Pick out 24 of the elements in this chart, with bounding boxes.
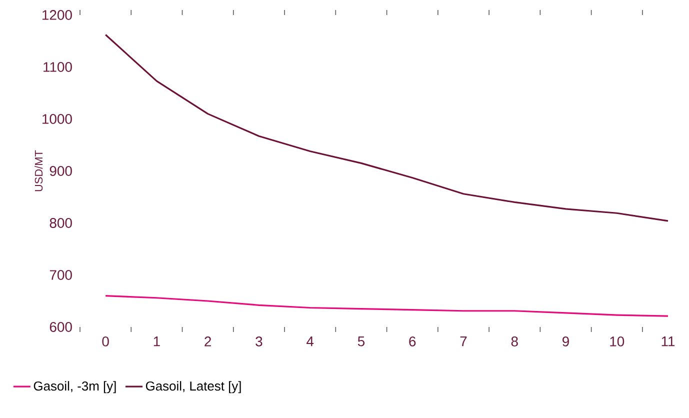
y-axis-title: USD/MT bbox=[34, 150, 43, 192]
y-tick-label: 600 bbox=[50, 322, 72, 332]
x-tick-label: 7 bbox=[460, 336, 467, 346]
x-tick-label: 3 bbox=[256, 336, 262, 346]
line-series bbox=[104, 295, 669, 317]
line-series bbox=[104, 34, 669, 222]
x-tick-label: 9 bbox=[562, 336, 569, 346]
x-tick-label: 6 bbox=[409, 336, 416, 346]
x-tick-label: 0 bbox=[102, 336, 109, 346]
y-tick-label: 800 bbox=[50, 218, 72, 228]
x-tick-label: 2 bbox=[204, 336, 212, 346]
y-tick-label: 1200 bbox=[42, 10, 72, 20]
y-tick-label: 1000 bbox=[42, 114, 72, 124]
y-tick-label: 1100 bbox=[44, 62, 72, 72]
x-tick-label: 4 bbox=[306, 336, 314, 346]
x-tick-label: 5 bbox=[358, 336, 365, 346]
x-tick-label: 8 bbox=[511, 336, 518, 346]
legend-label: Gasoil, -3m [y] bbox=[34, 381, 116, 394]
y-tick-label: 700 bbox=[50, 270, 72, 280]
legend-label: Gasoil, Latest [y] bbox=[146, 381, 241, 394]
x-tick-label: 11 bbox=[662, 336, 675, 346]
y-tick-label: 900 bbox=[50, 166, 72, 176]
x-tick-label: 1 bbox=[154, 336, 160, 346]
x-tick-label: 10 bbox=[610, 336, 624, 346]
